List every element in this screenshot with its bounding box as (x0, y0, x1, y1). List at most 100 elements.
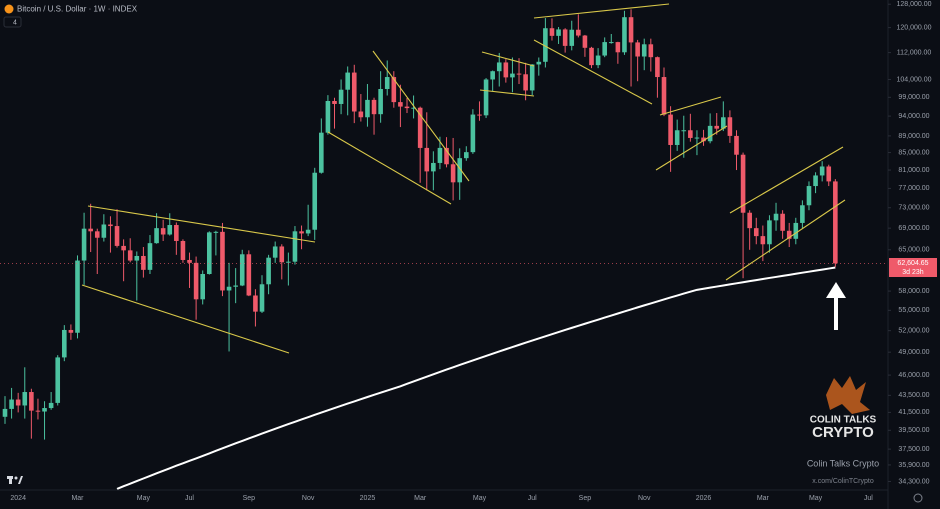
candle-body (22, 392, 28, 406)
trend-line (327, 131, 452, 205)
y-tick-label: 128,000.00 (896, 1, 931, 8)
candle-body (391, 77, 397, 103)
candle-body (305, 229, 311, 234)
indicator-toggle[interactable] (3, 16, 22, 28)
candle-body (411, 107, 416, 109)
x-tick-label: Mar (71, 495, 84, 502)
candle-body (29, 392, 34, 411)
brand-line: COLIN TALKS (810, 415, 877, 426)
candle-body (806, 186, 812, 206)
logo-part (14, 476, 18, 480)
x-tick-label: Mar (414, 495, 427, 502)
candle-body (793, 222, 799, 239)
candle-body (187, 259, 192, 263)
candle-body (404, 106, 410, 109)
watermark: COLIN TALKS CRYPTO Colin Talks Crypto x.… (807, 376, 879, 485)
candle-body (266, 257, 271, 285)
candle-body (174, 225, 179, 241)
candle-body (338, 89, 344, 104)
candle-body (562, 29, 568, 46)
candle-body (753, 228, 759, 237)
x-tick-label: Mar (757, 495, 770, 502)
candle-body (332, 101, 337, 104)
watermark-handle: x.com/ColinTCrypto (812, 478, 874, 485)
trend-line (533, 3, 670, 19)
x-tick-label: Sep (579, 495, 592, 502)
x-tick-label: May (809, 495, 823, 502)
candle-body (569, 29, 575, 46)
candle-body (608, 42, 614, 44)
candle-body (813, 175, 818, 187)
y-tick-label: 69,000.00 (898, 225, 929, 232)
candle-body (767, 220, 772, 245)
x-tick-label: 2024 (10, 495, 26, 502)
candle-body (529, 64, 535, 91)
x-tick-label: Jul (528, 495, 537, 502)
candle-body (681, 130, 687, 132)
candle-body (378, 89, 383, 115)
y-tick-label: 99,000.00 (898, 94, 929, 101)
x-tick-label: Sep (243, 495, 256, 502)
bitcoin-icon (4, 4, 14, 14)
candle-body (549, 28, 555, 36)
candle-body (114, 226, 120, 246)
candle-body (556, 29, 561, 36)
trend-lines (81, 3, 846, 354)
candle-body (457, 158, 463, 183)
candle-body (147, 243, 153, 270)
candle-body (773, 213, 779, 221)
y-tick-label: 58,000.00 (898, 288, 929, 295)
brand-line: CRYPTO (812, 424, 874, 441)
candle-body (239, 254, 245, 286)
candle-body (780, 213, 785, 231)
y-tick-label: 49,000.00 (898, 349, 929, 356)
candle-body (233, 285, 238, 287)
candle-body (325, 101, 331, 133)
candle-body (734, 135, 739, 155)
indicator-count[interactable]: 4 (13, 19, 17, 26)
logo-part (9, 476, 12, 484)
candle-body (503, 62, 509, 78)
candle-body (523, 74, 528, 91)
candle-body (641, 44, 647, 57)
moving-average-line (116, 266, 836, 490)
y-tick-label: 41,500.00 (898, 409, 929, 416)
candle-body (351, 72, 357, 112)
candle-body (226, 286, 232, 291)
y-tick-label: 34,300.00 (898, 478, 929, 485)
candle-body (833, 181, 838, 264)
candle-body (246, 254, 252, 296)
candle-body (668, 114, 673, 145)
trend-line (87, 205, 316, 243)
bull-logo (826, 376, 870, 414)
candle-body (688, 130, 693, 138)
x-tick-label: 2025 (360, 495, 376, 502)
candle-body (661, 77, 667, 115)
candle-body (622, 17, 627, 53)
candle-body (615, 42, 621, 53)
candle-body (826, 166, 832, 182)
y-tick-label: 81,000.00 (898, 167, 929, 174)
candle-body (42, 408, 47, 412)
trend-line (659, 96, 722, 116)
candle-body (319, 132, 324, 173)
trend-line (533, 39, 653, 105)
candle-body (747, 212, 752, 229)
candle-body (760, 236, 766, 245)
candle-body (444, 147, 449, 165)
settings-icon[interactable] (913, 493, 923, 503)
candle-body (68, 329, 74, 333)
trend-line (725, 199, 846, 281)
trend-line (81, 284, 290, 354)
trend-line (372, 50, 470, 182)
x-tick-label: 2026 (696, 495, 712, 502)
y-tick-label: 52,000.00 (898, 328, 929, 335)
candle-body (286, 261, 291, 263)
arrow-head (826, 282, 846, 298)
candle-body (48, 402, 54, 409)
logo-part (18, 476, 23, 484)
trend-line (479, 89, 535, 97)
candle-body (398, 102, 403, 107)
candle-body (437, 147, 443, 163)
